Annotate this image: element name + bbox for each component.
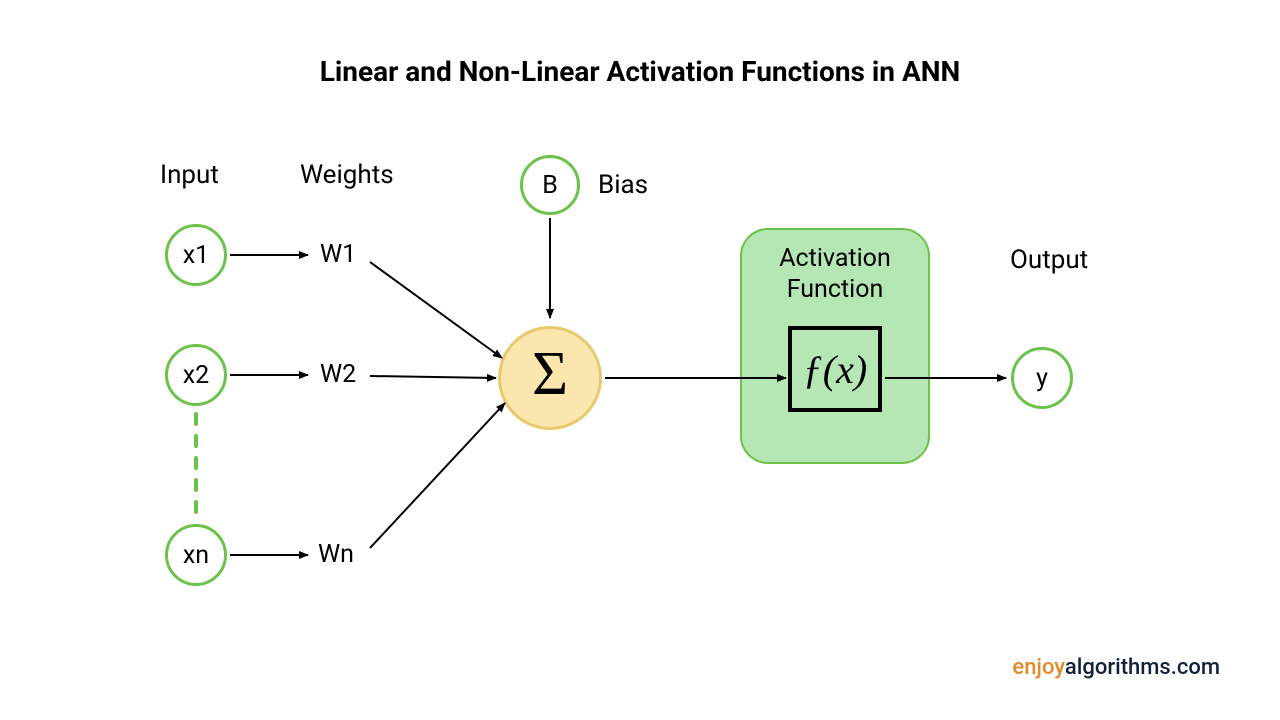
bias-node: B: [520, 155, 580, 215]
input-node-x1-label: x1: [183, 241, 209, 270]
activation-label-line1: Activation: [779, 244, 891, 273]
watermark: enjoyalgorithms.com: [1012, 655, 1220, 680]
weight-w2: W2: [320, 360, 356, 389]
weights-header: Weights: [300, 160, 394, 190]
weight-wn: Wn: [318, 540, 354, 569]
output-node-y: y: [1011, 347, 1073, 409]
output-node-y-label: y: [1036, 364, 1048, 393]
fx-box: ƒ(x): [788, 326, 882, 412]
output-label: Output: [1010, 245, 1088, 275]
input-node-x1: x1: [165, 224, 227, 286]
input-node-xn-label: xn: [183, 541, 209, 570]
watermark-prefix: enjoy: [1012, 655, 1065, 680]
bias-label: Bias: [598, 170, 648, 200]
input-node-x2: x2: [165, 344, 227, 406]
activation-label-line2: Function: [787, 275, 884, 304]
bias-node-label: B: [542, 171, 558, 200]
input-node-xn: xn: [165, 524, 227, 586]
sigma-icon: Σ: [532, 343, 568, 405]
input-header: Input: [160, 160, 219, 190]
diagram-title: Linear and Non-Linear Activation Functio…: [0, 55, 1280, 88]
watermark-suffix: algorithms: [1065, 655, 1171, 680]
weight-w1: W1: [320, 240, 356, 269]
activation-box: Activation Function ƒ(x): [740, 228, 930, 464]
input-node-x2-label: x2: [183, 361, 209, 390]
sum-node: Σ: [498, 326, 602, 430]
watermark-tld: .com: [1171, 655, 1220, 680]
fx-icon: ƒ(x): [803, 346, 867, 393]
